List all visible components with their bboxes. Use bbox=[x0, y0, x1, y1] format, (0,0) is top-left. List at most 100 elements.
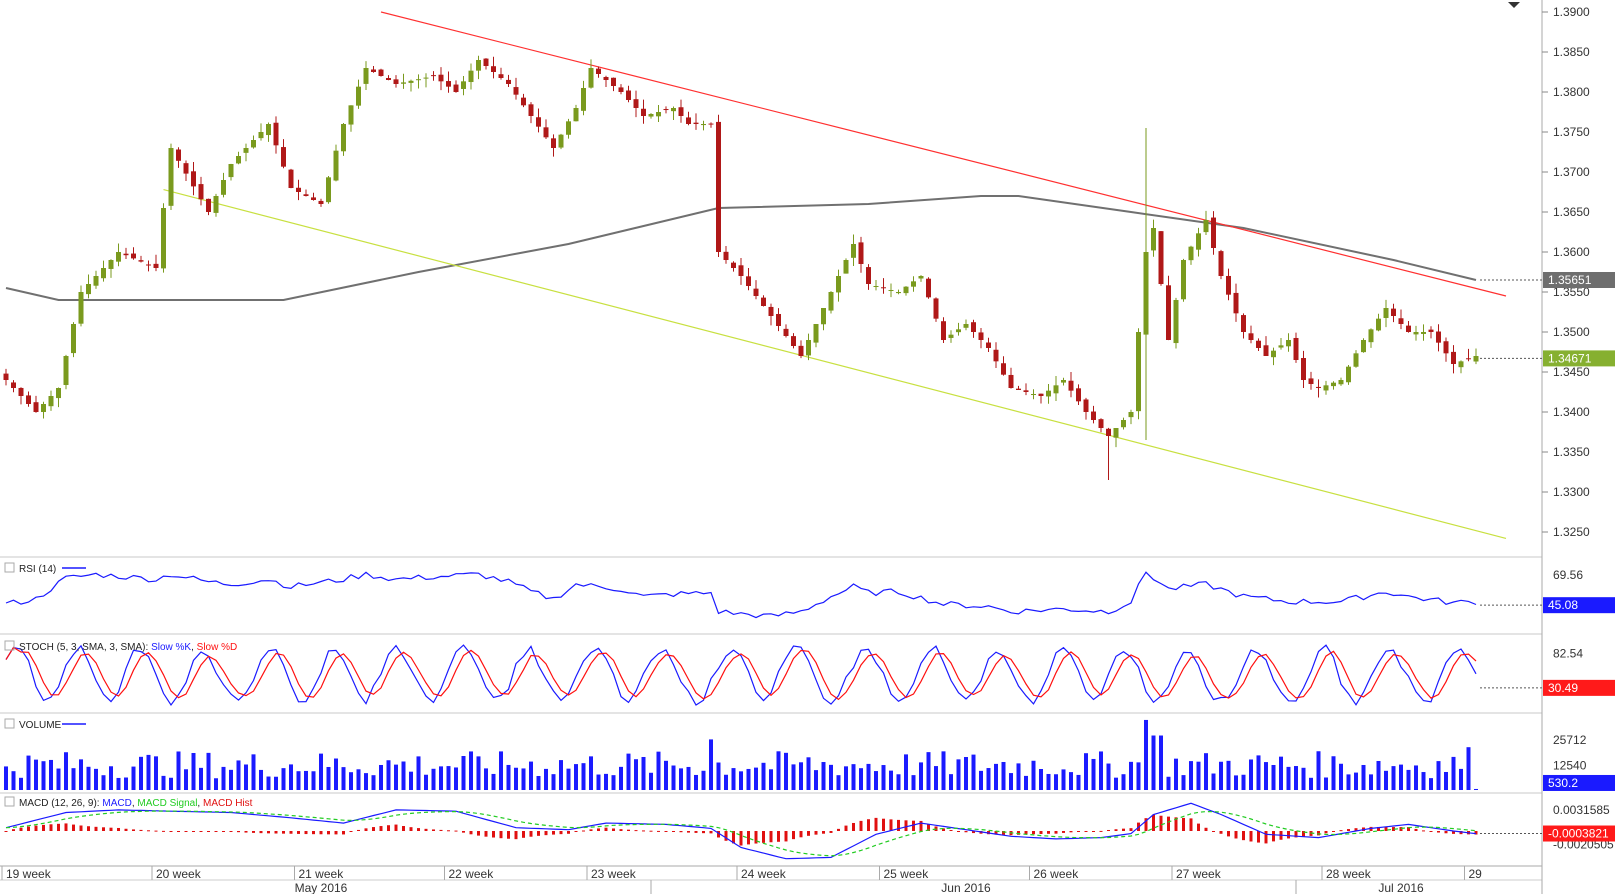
candle-body bbox=[168, 148, 174, 206]
y-tick-label: 1.3250 bbox=[1553, 525, 1590, 539]
candle-body bbox=[738, 265, 744, 276]
candle-body bbox=[978, 332, 984, 340]
candle-body bbox=[333, 150, 339, 181]
y-axis-labels: 1.3900 1.3850 1.3800 1.3750 1.3700 1.3650 1.36… bbox=[1542, 5, 1614, 852]
panel-toggle-icon[interactable] bbox=[4, 796, 15, 807]
collapse-arrow-icon[interactable] bbox=[1508, 2, 1520, 8]
candle-body bbox=[228, 164, 234, 178]
macd-hist-bar bbox=[544, 831, 548, 836]
candle-body bbox=[851, 244, 856, 258]
macd-hist-bar bbox=[147, 830, 150, 832]
volume-bar bbox=[769, 769, 773, 790]
macd-hist-bar bbox=[537, 831, 540, 836]
candle-body bbox=[911, 281, 916, 287]
candle-body bbox=[138, 260, 144, 262]
volume-bar bbox=[724, 774, 728, 790]
macd-hist-bar bbox=[1144, 818, 1148, 831]
volume-bar bbox=[311, 771, 316, 790]
volume-bar bbox=[761, 762, 766, 790]
price-value-tag-bg bbox=[1543, 350, 1615, 367]
macd-hist-bar bbox=[664, 831, 668, 832]
macd-hist-bar bbox=[1264, 831, 1268, 844]
candle-body bbox=[1023, 390, 1029, 392]
candle-body bbox=[1121, 420, 1126, 428]
panel-toggle-icon[interactable] bbox=[4, 640, 15, 651]
macd-hist-bar bbox=[619, 829, 623, 831]
volume-bar bbox=[941, 751, 946, 790]
macd-hist-bar bbox=[514, 831, 518, 840]
macd-hist-bar bbox=[529, 831, 533, 837]
macd-hist-bar bbox=[1302, 831, 1305, 837]
volume-bar bbox=[1061, 769, 1066, 790]
stoch-k-line bbox=[5, 644, 1477, 707]
week-label: 25 week bbox=[884, 867, 930, 881]
volume-bar bbox=[806, 757, 811, 790]
candle-body bbox=[1166, 285, 1171, 340]
macd-hist-bar bbox=[499, 831, 503, 839]
candle-body bbox=[1293, 337, 1299, 360]
volume-bar bbox=[1436, 761, 1441, 790]
candle-body bbox=[761, 297, 766, 306]
volume-bar bbox=[304, 770, 308, 790]
candle-body bbox=[266, 124, 271, 136]
rsi-series bbox=[5, 571, 1477, 619]
candle-body bbox=[131, 253, 136, 259]
macd-hist-bar bbox=[492, 831, 495, 838]
volume-bar bbox=[326, 766, 331, 790]
macd-hist-bar bbox=[567, 831, 570, 834]
volume-bar bbox=[176, 751, 181, 790]
candle-body bbox=[423, 77, 429, 79]
candle-body bbox=[821, 308, 826, 325]
candle-body bbox=[1256, 340, 1261, 348]
candle-body bbox=[686, 117, 691, 124]
candle-body bbox=[1173, 300, 1179, 344]
volume-bar bbox=[529, 761, 533, 790]
volume-bar bbox=[896, 774, 901, 790]
candle-body bbox=[161, 208, 166, 269]
candle-body bbox=[1473, 356, 1479, 362]
volume-bar bbox=[1181, 775, 1186, 790]
candle-body bbox=[1106, 428, 1111, 436]
candle-body bbox=[78, 292, 84, 324]
candle-body bbox=[1413, 332, 1419, 335]
volume-bar bbox=[1279, 756, 1283, 790]
volume-title: VOLUME bbox=[4, 718, 86, 731]
candle-body bbox=[461, 81, 466, 89]
volume-bar bbox=[154, 756, 158, 790]
candle-body bbox=[873, 286, 879, 287]
stoch-series bbox=[5, 644, 1477, 707]
panel-toggle-icon[interactable] bbox=[4, 718, 15, 729]
candle-body bbox=[1458, 361, 1464, 368]
volume-bar bbox=[874, 771, 878, 790]
macd-hist-bar bbox=[822, 831, 825, 834]
macd-hist-bar bbox=[949, 829, 953, 831]
macd-hist-bar bbox=[889, 819, 893, 831]
candle-body bbox=[86, 284, 91, 295]
macd-hist-bar bbox=[1354, 828, 1358, 831]
stoch-value-tag-text: 30.49 bbox=[1548, 681, 1578, 695]
macd-hist-bar bbox=[1429, 831, 1433, 832]
candle-body bbox=[551, 138, 556, 148]
candle-body bbox=[431, 75, 436, 77]
rsi-title: RSI (14) bbox=[4, 562, 86, 575]
candle-body bbox=[1211, 217, 1216, 248]
candle-body bbox=[176, 149, 181, 161]
candle-body bbox=[611, 77, 616, 86]
volume-bar bbox=[956, 759, 961, 790]
candle-body bbox=[1353, 353, 1359, 367]
volume-bar bbox=[101, 775, 106, 790]
volume-bar bbox=[701, 770, 706, 790]
candle-body bbox=[1061, 380, 1066, 383]
macd-hist-bar bbox=[1384, 827, 1388, 831]
sma-value-tag-text: 1.35651 bbox=[1548, 273, 1592, 287]
volume-bar bbox=[71, 768, 76, 790]
volume-bar bbox=[1286, 766, 1291, 790]
candle-body bbox=[198, 184, 204, 200]
volume-tick-label: 25712 bbox=[1553, 733, 1587, 747]
panel-toggle-icon[interactable] bbox=[4, 562, 15, 573]
macd-hist-bar bbox=[1234, 831, 1238, 839]
candle-body bbox=[993, 349, 999, 362]
candle-body bbox=[1196, 233, 1201, 250]
macd-hist-bar bbox=[1174, 817, 1178, 831]
